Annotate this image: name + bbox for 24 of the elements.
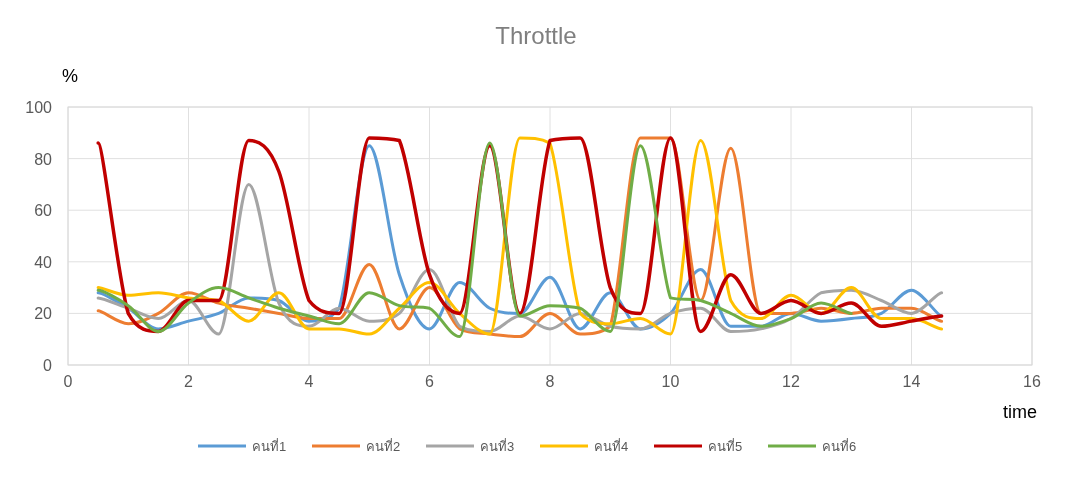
x-tick-label: 12 (782, 373, 800, 390)
legend-label: คนที่6 (822, 438, 857, 454)
y-tick-label: 60 (34, 202, 53, 220)
x-tick-label: 6 (425, 373, 435, 390)
y-axis-title: % (61, 66, 79, 86)
y-tick-label: 80 (34, 150, 53, 168)
y-tick-label: 20 (34, 305, 53, 323)
x-tick-label: 0 (63, 373, 73, 390)
legend-label: คนที่3 (480, 438, 515, 454)
x-tick-label: 16 (1023, 373, 1041, 390)
x-tick-label: 14 (902, 373, 921, 390)
legend-label: คนที่1 (252, 438, 287, 454)
legend-label: คนที่5 (708, 438, 743, 454)
chart-title: Throttle (495, 22, 577, 49)
y-tick-label: 0 (43, 357, 53, 374)
legend-label: คนที่2 (366, 438, 401, 454)
legend-label: คนที่4 (594, 438, 629, 454)
x-tick-label: 4 (304, 373, 314, 390)
x-tick-label: 8 (545, 373, 555, 390)
x-tick-label: 10 (661, 373, 680, 390)
x-tick-label: 2 (184, 373, 194, 390)
x-axis-title: time (1002, 402, 1038, 422)
y-tick-label: 40 (34, 253, 53, 271)
y-tick-label: 100 (25, 99, 53, 116)
